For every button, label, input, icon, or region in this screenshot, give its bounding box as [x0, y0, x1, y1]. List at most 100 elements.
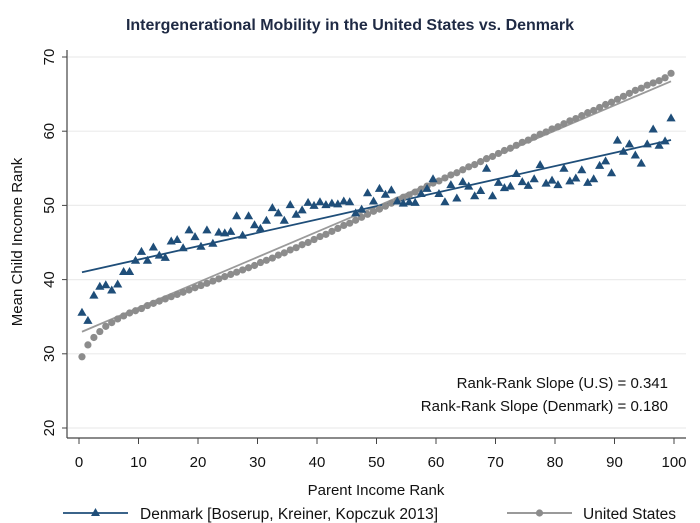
series-united-states — [78, 69, 675, 361]
us-point — [143, 301, 152, 310]
us-point — [637, 84, 645, 92]
us-point — [262, 256, 271, 264]
us-point — [233, 268, 241, 276]
us-point — [209, 277, 217, 285]
denmark-point — [493, 177, 504, 186]
denmark-point — [577, 165, 587, 174]
x-tick-label: 100 — [661, 454, 686, 471]
denmark-point — [571, 173, 581, 182]
us-point — [607, 98, 616, 106]
x-tick-label: 10 — [130, 454, 147, 471]
denmark-point — [511, 168, 521, 177]
denmark-point — [446, 180, 456, 189]
us-point — [560, 120, 568, 128]
denmark-point — [642, 139, 652, 148]
x-tick-label: 60 — [428, 454, 445, 471]
denmark-point — [291, 209, 301, 218]
x-axis-label: Parent Income Rank — [308, 482, 445, 499]
us-point — [137, 304, 146, 313]
legend-item-denmark[interactable]: Denmark [Boserup, Kreiner, Kopczuk 2013] — [63, 506, 438, 523]
us-point — [369, 207, 378, 215]
us-point — [566, 117, 574, 125]
denmark-point — [196, 241, 206, 250]
us-point — [114, 315, 122, 323]
us-point — [482, 155, 491, 163]
us-point — [625, 89, 633, 97]
us-point — [500, 146, 509, 155]
us-point — [84, 341, 92, 349]
annotation-us-slope: Rank-Rank Slope (U.S) = 0.341 — [457, 375, 668, 392]
denmark-point — [232, 211, 242, 220]
denmark-point — [255, 223, 266, 232]
us-point — [78, 353, 86, 361]
us-point — [120, 312, 128, 320]
us-point — [518, 138, 526, 146]
denmark-point — [339, 196, 349, 205]
us-point — [328, 227, 336, 235]
denmark-point — [124, 266, 135, 275]
legend-item-united-states[interactable]: United States — [507, 506, 676, 523]
us-point — [411, 188, 419, 196]
denmark-point — [529, 174, 539, 183]
denmark-point — [589, 174, 599, 183]
us-point — [488, 152, 497, 161]
x-tick-label: 40 — [309, 454, 326, 471]
denmark-point — [481, 163, 492, 172]
us-point — [441, 174, 449, 182]
us-point — [453, 169, 461, 177]
denmark-point — [89, 290, 99, 299]
us-point — [191, 284, 199, 292]
denmark-fit-line — [81, 139, 672, 274]
denmark-point — [113, 279, 123, 288]
us-point — [584, 109, 592, 117]
us-point — [149, 299, 157, 307]
denmark-point — [636, 158, 646, 167]
denmark-point — [523, 180, 533, 189]
us-point — [256, 258, 265, 267]
chart-title: Intergenerational Mobility in the United… — [126, 17, 574, 34]
denmark-point — [517, 177, 527, 186]
denmark-point — [630, 150, 640, 159]
us-point — [173, 290, 181, 299]
denmark-point — [154, 250, 164, 259]
denmark-point — [583, 177, 593, 186]
us-point — [435, 177, 443, 185]
us-point — [108, 319, 116, 327]
denmark-point — [172, 235, 182, 244]
us-point — [601, 100, 610, 109]
us-point — [578, 112, 586, 120]
legend-us-label: United States — [583, 506, 676, 523]
denmark-point — [83, 315, 93, 324]
us-point — [471, 160, 479, 169]
us-point — [316, 232, 324, 241]
y-tick-label: 70 — [41, 49, 58, 66]
y-tick-label: 20 — [41, 420, 58, 437]
y-tick-label: 30 — [41, 345, 58, 362]
x-ticks: 0 10 20 30 40 50 60 70 80 90 100 — [75, 438, 687, 471]
x-tick-label: 30 — [249, 454, 266, 471]
y-ticks: 20 30 40 50 60 70 — [41, 49, 67, 437]
us-point — [322, 230, 330, 238]
denmark-point — [565, 176, 575, 185]
us-point — [667, 69, 675, 77]
us-point — [334, 224, 342, 233]
us-point — [274, 251, 282, 259]
denmark-point — [380, 189, 391, 198]
denmark-point — [612, 135, 623, 144]
denmark-point — [487, 191, 498, 200]
us-point — [375, 205, 384, 213]
denmark-point — [618, 146, 629, 155]
us-point — [649, 79, 657, 87]
us-point — [619, 92, 628, 100]
x-tick-label: 50 — [368, 454, 385, 471]
denmark-point — [440, 197, 450, 206]
denmark-point — [107, 285, 117, 294]
denmark-point — [666, 113, 676, 122]
denmark-point — [458, 177, 468, 186]
us-point — [536, 130, 544, 138]
us-point — [239, 266, 247, 274]
us-point — [572, 114, 580, 123]
x-tick-label: 0 — [75, 454, 83, 471]
denmark-point — [77, 307, 87, 316]
us-point — [96, 327, 104, 336]
